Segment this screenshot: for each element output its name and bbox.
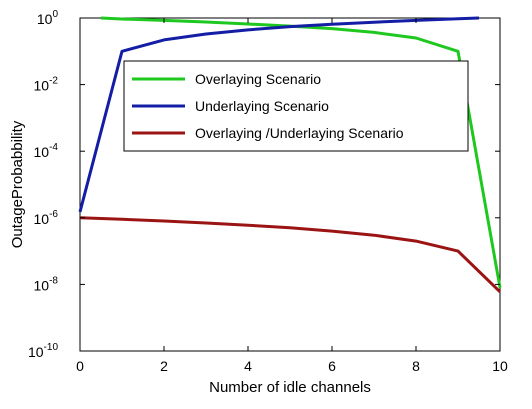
x-tick-label: 0	[76, 358, 84, 374]
ticks-layer: 0 2 4 6 8 10 10-10 10-8 10-6 10-4 10-2 100	[28, 9, 508, 374]
y-tick-label: 100	[37, 9, 59, 27]
x-tick-label: 4	[244, 358, 252, 374]
series-line-3	[79, 216, 502, 293]
legend-label: Overlaying /Underlaying Scenario	[195, 125, 404, 141]
y-tick-label: 10-6	[34, 209, 59, 227]
x-tick-label: 2	[160, 358, 168, 374]
y-tick-label: 10-4	[34, 142, 59, 160]
series-line-2	[78, 16, 480, 213]
series-layer	[78, 16, 502, 293]
x-tick-label: 6	[328, 358, 336, 374]
x-tick-label: 10	[492, 358, 508, 374]
legend: Overlaying Scenario Underlaying Scenario O…	[123, 60, 469, 152]
y-tick-label: 10-8	[34, 275, 59, 293]
x-tick-label: 8	[412, 358, 420, 374]
legend-label: Underlaying Scenario	[195, 98, 329, 114]
legend-label: Overlaying Scenario	[195, 71, 321, 87]
x-axis-label: Number of idle channels	[209, 379, 371, 396]
y-tick-label: 10-2	[34, 76, 59, 94]
y-tick-label: 10-10	[28, 342, 58, 360]
y-axis-label: OutageProbabbility	[9, 120, 26, 248]
